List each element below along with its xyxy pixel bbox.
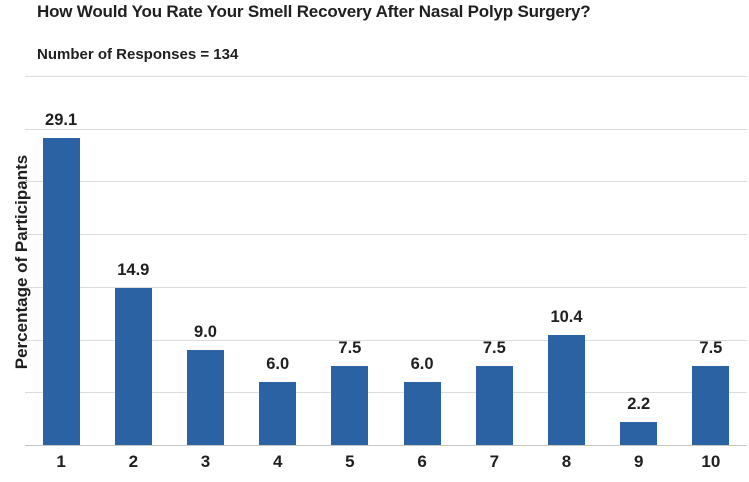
bar-rating-2 <box>114 287 152 445</box>
bar-value-label: 29.1 <box>45 111 78 130</box>
plot-area: 29.1 14.9 9.0 6.0 7.5 6.0 7.5 10.4 2.2 7.5 <box>25 76 747 446</box>
bar-rating-1 <box>42 138 80 445</box>
gridline <box>25 392 747 394</box>
gridline <box>25 234 747 236</box>
x-tick-label-9: 9 <box>633 452 644 471</box>
x-axis-line <box>25 445 747 446</box>
x-tick-label-3: 3 <box>200 452 211 471</box>
bar-rating-6 <box>403 381 441 445</box>
x-tick-label-7: 7 <box>489 452 500 471</box>
bar-rating-3 <box>187 350 224 445</box>
bar-value-label: 9.0 <box>194 323 217 342</box>
gridline <box>25 128 747 130</box>
bar-value-label: 2.2 <box>627 394 651 413</box>
x-tick-label-2: 2 <box>128 452 139 471</box>
gridline <box>25 181 747 183</box>
bar-rating-8 <box>548 335 585 445</box>
gridline <box>25 286 747 288</box>
gridline <box>25 76 747 77</box>
x-tick-label-1: 1 <box>56 452 66 471</box>
bar-value-label: 7.5 <box>338 338 362 357</box>
bar-value-label: 7.5 <box>482 338 506 357</box>
x-axis: 1 2 3 4 5 6 7 8 9 10 <box>25 452 747 478</box>
x-tick-label-6: 6 <box>417 452 427 471</box>
bar-rating-7 <box>475 365 513 445</box>
bar-value-label: 6.0 <box>410 354 434 373</box>
bar-value-label: 7.5 <box>699 338 723 357</box>
gridline <box>25 339 747 341</box>
bar-rating-10 <box>692 365 730 445</box>
bar-value-label: 6.0 <box>266 354 290 373</box>
x-tick-label-5: 5 <box>345 452 355 471</box>
bar-rating-4 <box>259 381 297 445</box>
x-tick-label-10: 10 <box>701 452 721 471</box>
response-count-label: Number of Responses = 134 <box>37 46 239 63</box>
bar-rating-9 <box>620 421 658 445</box>
bar-value-label: 14.9 <box>117 260 150 279</box>
bar-value-label: 10.4 <box>550 308 583 327</box>
x-tick-label-4: 4 <box>272 452 283 471</box>
chart-title: How Would You Rate Your Smell Recovery A… <box>37 2 591 21</box>
x-tick-label-8: 8 <box>561 452 572 471</box>
bar-rating-5 <box>331 365 369 445</box>
